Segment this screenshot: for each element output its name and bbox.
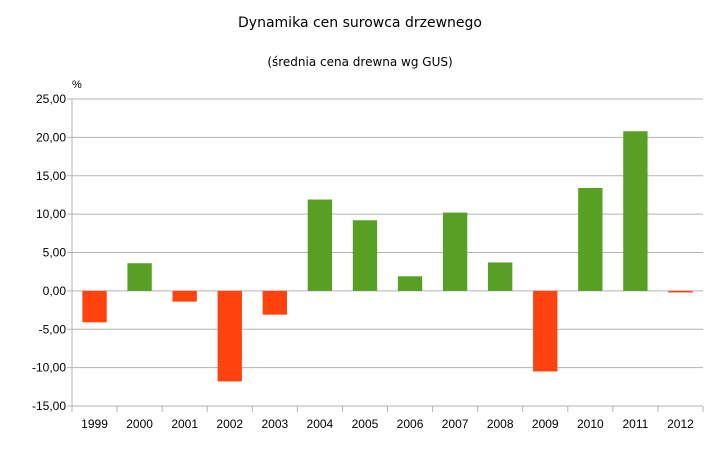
x-axis-ticks: 1999 2000 2001 2002 2003 2004 2005 2006 2007 2008… [81,417,694,431]
bar-2011 [623,131,648,291]
bar-2003 [262,290,287,315]
bar-2008 [488,262,513,291]
chart-title: Dynamika cen surowca drzewnego [238,15,482,31]
x-tick-label: 2008 [487,417,514,431]
bar-2006 [397,276,423,291]
bar-2002 [217,290,242,382]
bar-2009 [533,290,558,372]
x-tick-label: 2006 [397,417,424,431]
y-tick-label: 25,00 [36,92,66,106]
bar-2007 [442,212,468,291]
x-tick-label: 2011 [622,417,648,431]
y-tick-label: 5,00 [43,246,67,260]
bar-1999 [82,290,107,323]
y-axis-ticks: 25,00 20,00 15,00 10,00 5,00 0,00 -5,00 -10,00 -… [32,92,66,413]
y-tick-label: 0,00 [43,284,67,298]
x-tick-label: 2012 [667,417,694,431]
x-tick-label: 2003 [261,417,288,431]
x-tick-label: 2007 [442,417,469,431]
bar-2010 [578,188,603,291]
y-tick-label: -5,00 [39,322,67,336]
x-tick-label: 2010 [577,417,604,431]
x-tick-label: 1999 [81,417,108,431]
x-tick-label: 2002 [216,417,243,431]
axes [71,99,704,412]
y-tick-label: 15,00 [36,169,66,183]
bar-2001 [172,290,197,302]
x-tick-label: 2001 [171,417,198,431]
x-tick-label: 2009 [532,417,559,431]
y-tick-label: 20,00 [36,130,66,144]
y-axis-unit: % [72,79,82,91]
x-tick-label: 2000 [126,417,153,431]
bar-2000 [127,263,152,291]
chart-subtitle: (średnia cena drewna wg GUS) [267,55,452,69]
bar-2012 [668,290,693,293]
y-tick-label: -15,00 [32,399,66,413]
y-tick-label: 10,00 [36,207,66,221]
bars [82,131,693,382]
x-tick-label: 2004 [307,417,334,431]
x-tick-label: 2005 [352,417,379,431]
y-tick-label: -10,00 [32,361,66,375]
gridlines [67,98,703,407]
bar-2005 [352,220,378,291]
bar-2004 [307,199,333,291]
